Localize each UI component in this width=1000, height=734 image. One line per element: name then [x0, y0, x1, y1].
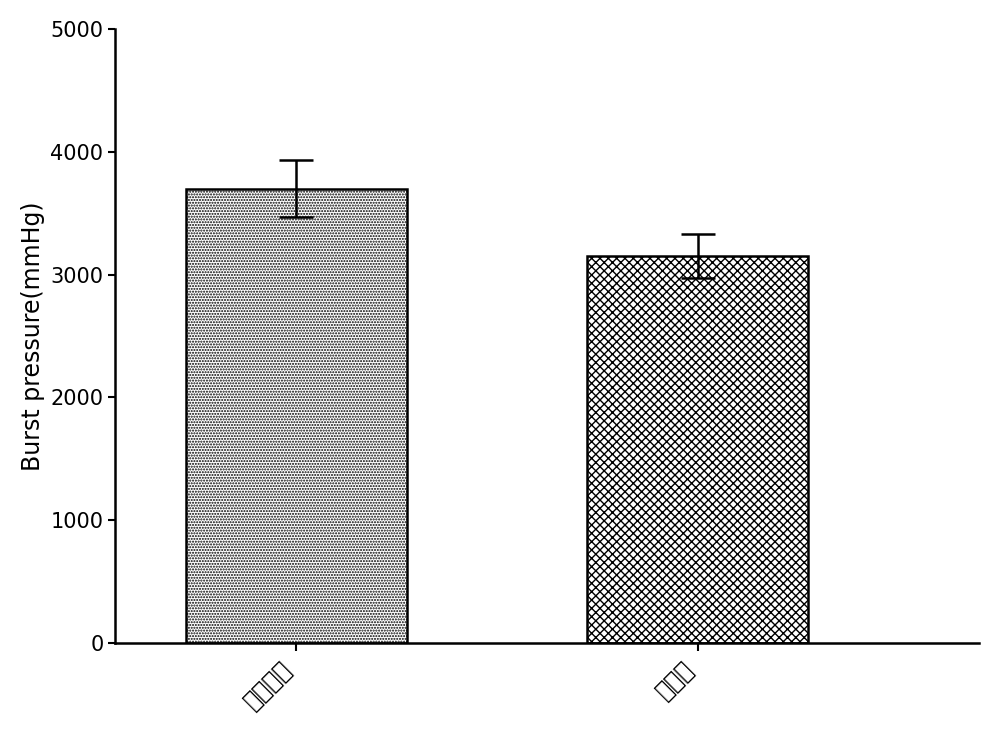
- Bar: [186, 189, 407, 643]
- Y-axis label: Burst pressure(mmHg): Burst pressure(mmHg): [21, 201, 45, 470]
- Bar: [587, 256, 808, 643]
